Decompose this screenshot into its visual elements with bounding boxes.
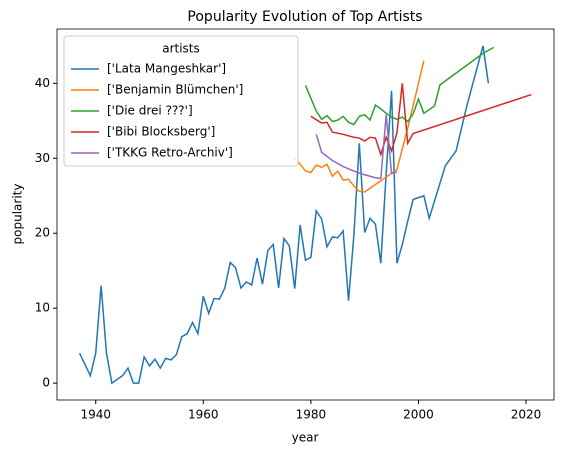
x-tick-label: 2000 bbox=[403, 408, 434, 422]
x-tick-label: 2020 bbox=[511, 408, 542, 422]
legend-box bbox=[63, 35, 299, 167]
legend-label: ['Lata Mangeshkar'] bbox=[107, 62, 226, 76]
legend-label: ['Benjamin Blümchen'] bbox=[107, 83, 243, 97]
chart-title: Popularity Evolution of Top Artists bbox=[187, 9, 422, 25]
y-tick-label: 30 bbox=[35, 151, 50, 165]
x-tick-label: 1960 bbox=[188, 408, 219, 422]
y-tick-label: 0 bbox=[42, 376, 50, 390]
series-line bbox=[294, 60, 425, 193]
plot-frame bbox=[56, 28, 555, 401]
series-line bbox=[310, 83, 532, 158]
x-tick-label: 1940 bbox=[80, 408, 111, 422]
legend: artists ['Lata Mangeshkar'] ['Benjamin Blü… bbox=[63, 35, 299, 167]
legend-label: ['Die drei ???'] bbox=[107, 104, 193, 118]
y-tick-label: 20 bbox=[35, 226, 50, 240]
series-line bbox=[304, 46, 495, 126]
legend-title: artists bbox=[162, 42, 200, 56]
y-tick-label: 40 bbox=[35, 76, 50, 90]
legend-label: ['Bibi Blocksberg'] bbox=[107, 125, 215, 139]
legend-label: ['TKKG Retro-Archiv'] bbox=[107, 146, 233, 160]
series-line bbox=[78, 45, 490, 385]
y-tick-label: 10 bbox=[35, 301, 50, 315]
x-tick-label: 1980 bbox=[296, 408, 327, 422]
x-axis-label: year bbox=[292, 431, 319, 445]
series-line bbox=[315, 114, 398, 180]
y-axis-label: popularity bbox=[11, 184, 25, 245]
